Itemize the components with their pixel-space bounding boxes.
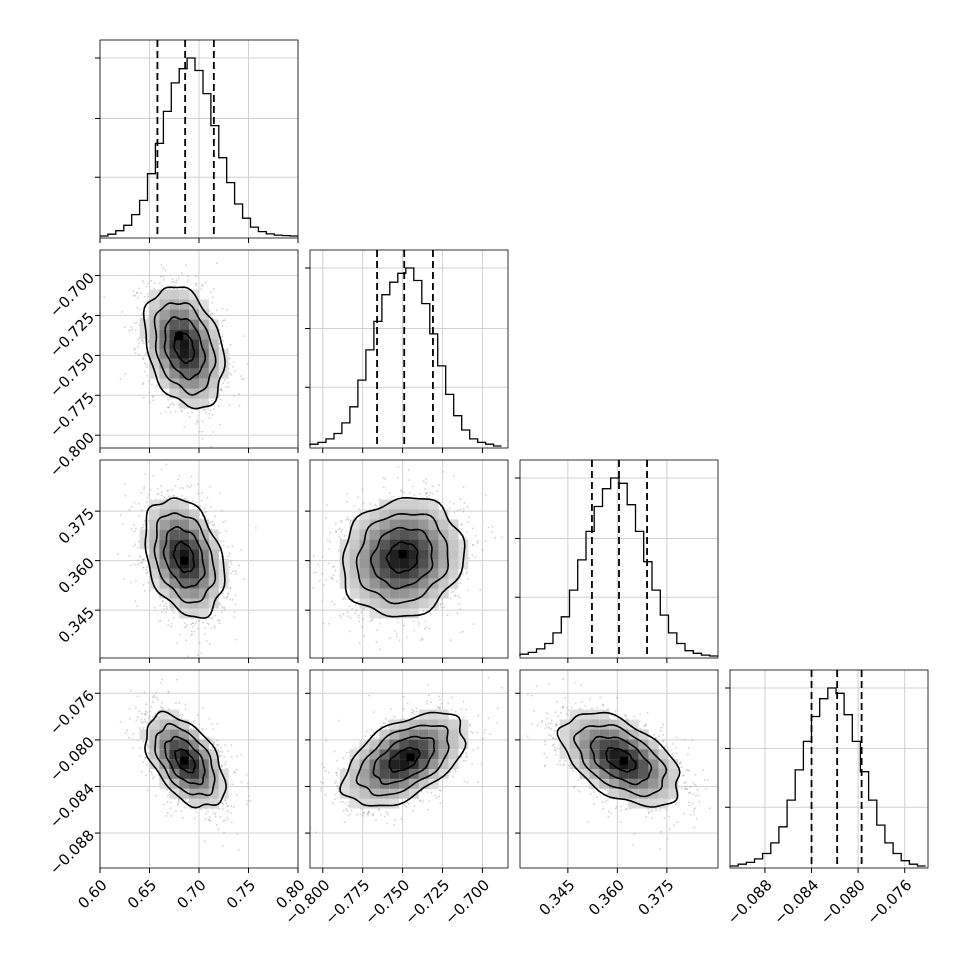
scatter-panel-2-4	[305, 669, 509, 873]
scatter-panel-1-2	[95, 249, 299, 453]
contour-line	[144, 497, 226, 619]
peak-marker	[619, 756, 628, 765]
density-squares	[339, 709, 469, 809]
contour-line	[162, 525, 206, 589]
contour-line	[385, 541, 419, 574]
contour-line	[369, 526, 434, 590]
x-tick-label: −0.080	[817, 876, 869, 928]
x-tick-label: 0.345	[535, 876, 578, 919]
contour-line	[572, 724, 668, 798]
contour-line	[339, 711, 467, 807]
x-tick-label: −0.076	[863, 876, 915, 928]
peak-marker	[180, 556, 189, 565]
x-tick-label: 0.360	[585, 876, 628, 919]
contour-line	[173, 330, 196, 365]
y-tick-label: −0.076	[46, 687, 98, 739]
contour-line	[153, 512, 217, 604]
contour-line	[388, 746, 421, 773]
scatter-panel-3-4	[515, 669, 719, 873]
contour-line	[144, 710, 227, 809]
x-tick-label: 0.65	[124, 876, 160, 912]
y-tick-label: −0.088	[46, 826, 98, 878]
histogram-step-line	[100, 57, 298, 237]
contour-line	[172, 540, 196, 574]
histogram-step-line	[309, 267, 502, 447]
contour-line	[355, 724, 450, 797]
contour-line	[163, 316, 207, 381]
contour-line	[154, 722, 216, 797]
histogram-step-line	[730, 687, 926, 867]
contour-line	[174, 748, 197, 774]
contour-line	[589, 735, 653, 786]
histogram-panel-2	[305, 249, 509, 453]
x-tick-label: 0.60	[74, 876, 110, 912]
contour-line	[163, 735, 206, 786]
histogram-panel-1	[95, 39, 299, 243]
x-tick-label: −0.700	[441, 876, 493, 928]
y-tick-label: 0.345	[55, 603, 98, 646]
peak-marker	[175, 332, 184, 341]
contour-line	[341, 496, 466, 618]
peak-marker	[180, 756, 189, 765]
contour-line	[355, 512, 450, 605]
peak-marker	[398, 550, 407, 559]
contour-line	[372, 735, 436, 786]
density-squares	[559, 709, 679, 809]
y-tick-label: −0.080	[46, 733, 98, 785]
scatter-panel-2-3	[305, 459, 509, 663]
x-tick-label: 0.70	[173, 876, 209, 912]
density-squares	[339, 499, 469, 619]
x-tick-label: −0.084	[770, 876, 822, 928]
contour-line	[605, 746, 637, 773]
contour-line	[556, 711, 681, 808]
contour-line	[142, 286, 226, 410]
scatter-panel-1-4	[95, 669, 299, 873]
histogram-panel-3	[515, 459, 719, 663]
x-tick-label: −0.088	[724, 876, 776, 928]
y-tick-label: 0.360	[55, 554, 98, 597]
contour-line	[153, 302, 217, 396]
histogram-panel-4	[725, 669, 929, 873]
x-tick-label: 0.375	[634, 876, 677, 919]
y-tick-label: −0.700	[46, 269, 98, 321]
x-tick-label: 0.75	[223, 876, 259, 912]
y-tick-label: −0.084	[46, 780, 98, 832]
scatter-panel-1-3	[95, 459, 299, 663]
y-tick-label: 0.375	[55, 504, 98, 547]
peak-marker	[406, 753, 415, 762]
